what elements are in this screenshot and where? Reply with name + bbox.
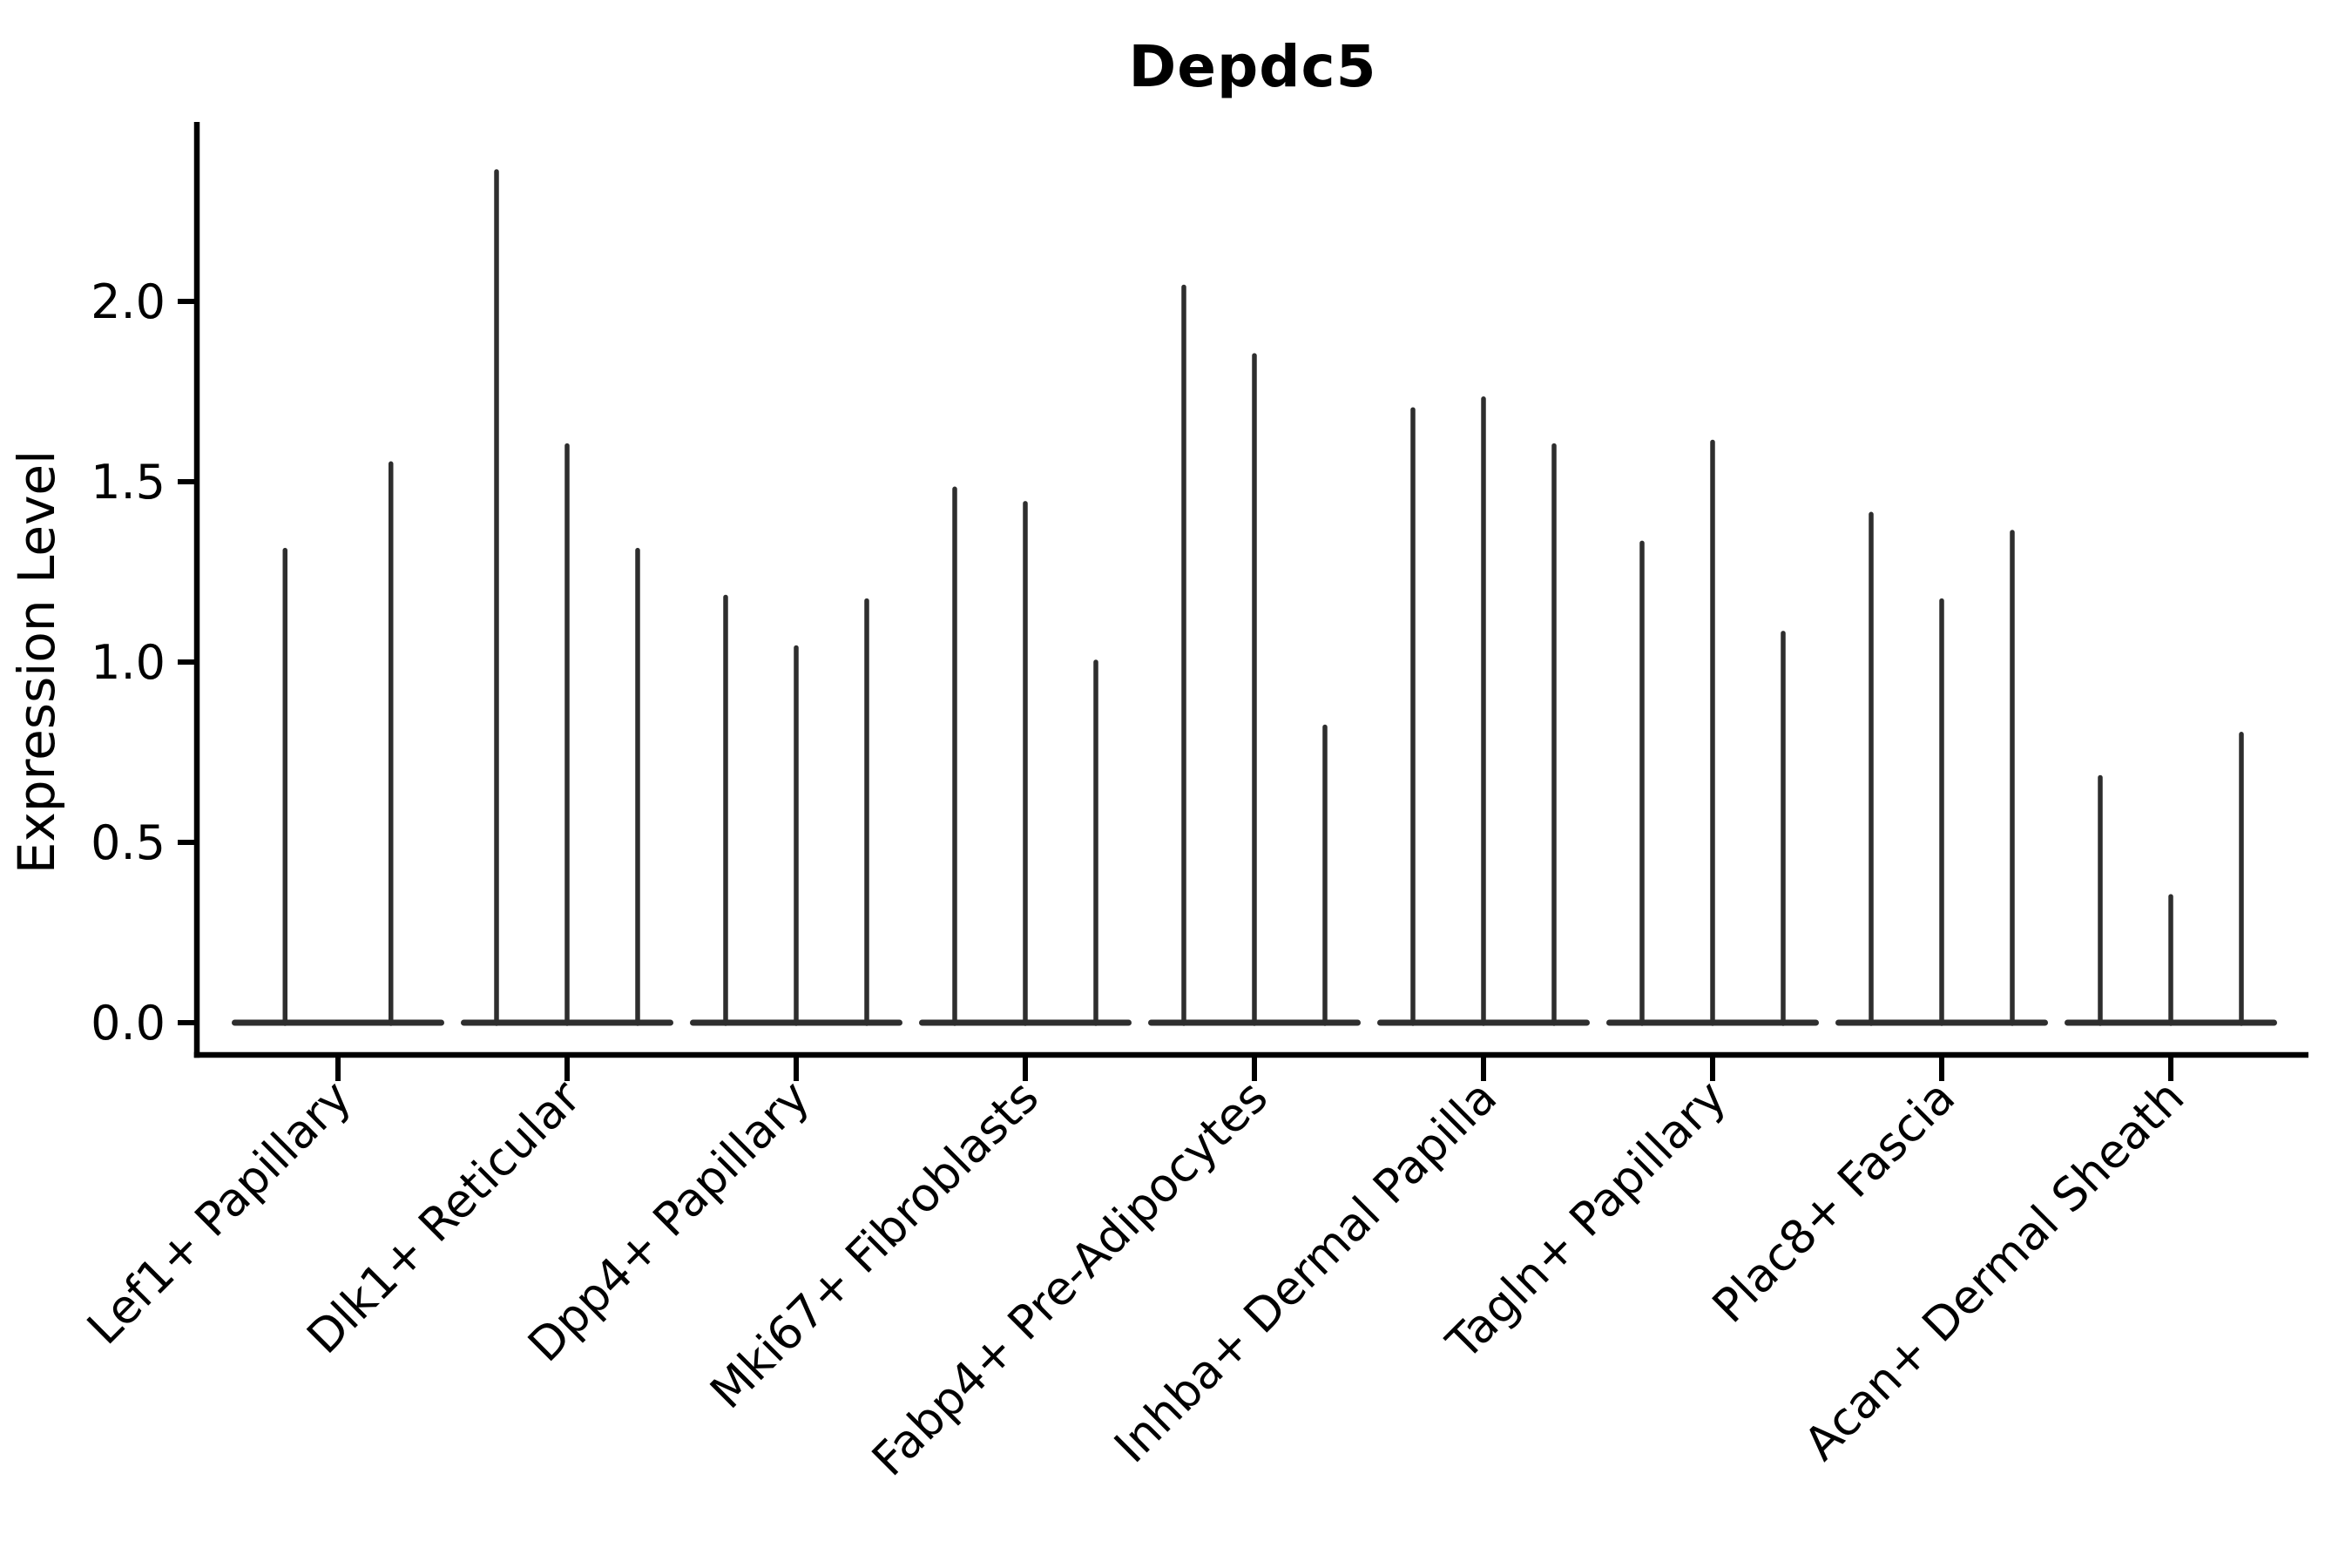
violin-group	[2065, 732, 2277, 1026]
violin-group	[461, 169, 673, 1026]
y-tick-label: 1.5	[91, 455, 166, 510]
violin-group	[1606, 439, 1819, 1026]
violin-group	[1835, 511, 2048, 1026]
y-tick-label: 1.0	[91, 635, 166, 690]
x-tick-label: Fabp4+ Pre-Adipocytes	[862, 1071, 1278, 1486]
y-tick-label: 0.5	[91, 815, 166, 870]
y-tick-label: 0.0	[91, 996, 166, 1051]
x-tick-label: Acan+ Dermal Sheath	[1794, 1071, 2194, 1470]
chart-title: Depdc5	[1128, 33, 1377, 100]
violin-group	[690, 594, 902, 1026]
violin-group	[232, 461, 444, 1026]
y-tick-label: 2.0	[91, 274, 166, 329]
violin-group	[919, 486, 1132, 1026]
x-tick-label: Inhba+ Dermal Papilla	[1105, 1071, 1507, 1473]
x-tick-label: Plac8+ Fascia	[1703, 1071, 1965, 1333]
violin-group	[1377, 396, 1590, 1026]
violin-group	[1148, 284, 1361, 1026]
